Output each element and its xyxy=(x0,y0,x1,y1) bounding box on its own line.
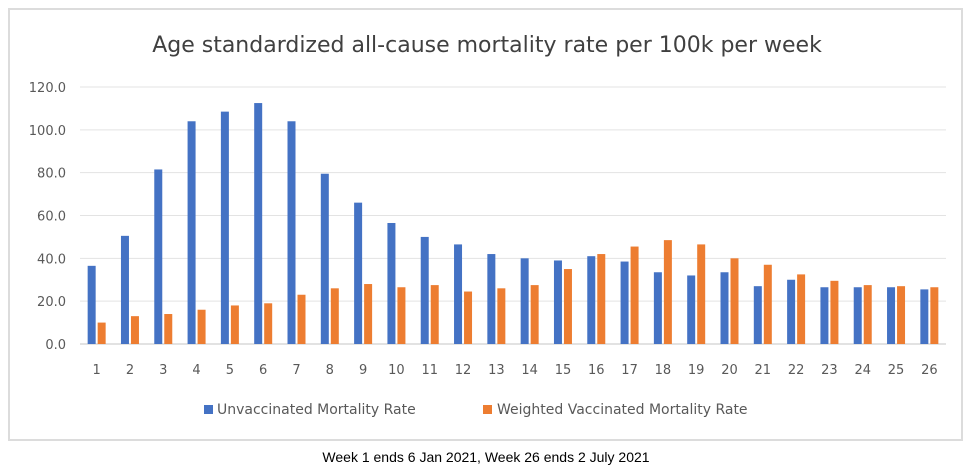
chart-title: Age standardized all-cause mortality rat… xyxy=(152,33,822,58)
bar-vaccinated xyxy=(330,288,339,344)
bar-unvaccinated xyxy=(454,244,463,344)
bar-vaccinated xyxy=(397,287,406,344)
bar-unvaccinated xyxy=(154,169,163,344)
bar-unvaccinated xyxy=(620,261,629,344)
x-tick-label: 24 xyxy=(854,363,871,378)
x-tick-label: 7 xyxy=(292,363,300,378)
legend-swatch-vaccinated xyxy=(483,405,492,414)
x-tick-label: 14 xyxy=(521,363,538,378)
x-tick-label: 18 xyxy=(655,363,672,378)
x-axis-ticks: 1 2 3 4 5 6 7 8 9 10 11 12 13 14 15 16 17 18 19 20 21 22 23 24 2… xyxy=(93,363,938,378)
x-tick-label: 26 xyxy=(921,363,938,378)
y-tick-label: 120.0 xyxy=(29,81,66,96)
bar-vaccinated xyxy=(663,240,672,344)
bar-unvaccinated xyxy=(387,222,396,344)
x-tick-label: 3 xyxy=(159,363,167,378)
chart-caption: Week 1 ends 6 Jan 2021, Week 26 ends 2 J… xyxy=(322,449,650,465)
bar-unvaccinated xyxy=(887,287,896,344)
bar-vaccinated xyxy=(97,322,106,344)
bars xyxy=(87,103,939,345)
bar-unvaccinated xyxy=(220,111,229,344)
bar-unvaccinated xyxy=(653,272,662,344)
bar-vaccinated xyxy=(230,305,239,344)
y-tick-label: 80.0 xyxy=(37,167,66,182)
bar-unvaccinated xyxy=(520,258,529,344)
x-tick-label: 12 xyxy=(455,363,472,378)
bar-vaccinated xyxy=(297,294,306,344)
bar-vaccinated xyxy=(164,314,173,344)
bar-unvaccinated xyxy=(753,286,762,344)
bar-vaccinated xyxy=(264,303,273,344)
bar-unvaccinated xyxy=(587,256,596,344)
x-tick-label: 21 xyxy=(755,363,772,378)
bar-vaccinated xyxy=(930,287,939,344)
bar-vaccinated xyxy=(430,285,439,344)
bar-vaccinated xyxy=(597,254,606,344)
bar-unvaccinated xyxy=(687,275,696,344)
legend-label-vaccinated: Weighted Vaccinated Mortality Rate xyxy=(497,402,748,418)
x-tick-label: 23 xyxy=(821,363,838,378)
bar-vaccinated xyxy=(830,280,839,344)
bar-vaccinated xyxy=(763,264,772,344)
x-tick-label: 11 xyxy=(421,363,438,378)
bar-vaccinated xyxy=(497,288,506,344)
bar-vaccinated xyxy=(863,285,872,344)
x-tick-label: 16 xyxy=(588,363,605,378)
y-tick-label: 0.0 xyxy=(45,338,66,353)
x-tick-label: 25 xyxy=(888,363,905,378)
bar-vaccinated xyxy=(563,269,572,344)
x-tick-label: 10 xyxy=(388,363,405,378)
bar-unvaccinated xyxy=(254,103,263,344)
x-tick-label: 13 xyxy=(488,363,505,378)
bar-vaccinated xyxy=(530,285,539,344)
y-tick-label: 20.0 xyxy=(37,295,66,310)
bar-unvaccinated xyxy=(420,236,429,344)
gridlines xyxy=(80,86,946,345)
bar-vaccinated xyxy=(364,284,373,344)
bar-unvaccinated xyxy=(853,287,862,344)
bar-unvaccinated xyxy=(553,260,562,344)
x-tick-label: 4 xyxy=(192,363,200,378)
y-axis-ticks: 0.0 20.0 40.0 60.0 80.0 100.0 120.0 xyxy=(29,81,66,353)
x-tick-label: 17 xyxy=(621,363,638,378)
y-tick-label: 40.0 xyxy=(37,252,66,267)
x-tick-label: 8 xyxy=(326,363,334,378)
bar-unvaccinated xyxy=(720,272,729,344)
legend-label-unvaccinated: Unvaccinated Mortality Rate xyxy=(217,402,416,418)
bar-unvaccinated xyxy=(820,287,829,344)
bar-unvaccinated xyxy=(320,173,329,344)
x-tick-label: 20 xyxy=(721,363,738,378)
chart-frame xyxy=(8,8,963,441)
bar-chart: Age standardized all-cause mortality rat… xyxy=(29,33,946,418)
bar-unvaccinated xyxy=(87,265,96,344)
x-tick-label: 9 xyxy=(359,363,367,378)
bar-vaccinated xyxy=(130,316,139,344)
bar-vaccinated xyxy=(697,244,706,344)
y-tick-label: 100.0 xyxy=(29,124,66,139)
legend-swatch-unvaccinated xyxy=(204,405,213,414)
bar-vaccinated xyxy=(197,309,206,344)
x-tick-label: 2 xyxy=(126,363,134,378)
x-tick-label: 22 xyxy=(788,363,805,378)
bar-unvaccinated xyxy=(187,121,196,345)
bar-vaccinated xyxy=(464,291,473,344)
bar-unvaccinated xyxy=(120,235,129,344)
bar-unvaccinated xyxy=(354,202,363,344)
bar-vaccinated xyxy=(897,286,906,344)
x-tick-label: 5 xyxy=(226,363,234,378)
x-tick-label: 6 xyxy=(259,363,267,378)
y-tick-label: 60.0 xyxy=(37,210,66,225)
x-tick-label: 1 xyxy=(93,363,101,378)
legend: Unvaccinated Mortality Rate Weighted Vac… xyxy=(204,402,748,418)
bar-unvaccinated xyxy=(487,254,496,344)
x-tick-label: 19 xyxy=(688,363,705,378)
x-tick-label: 15 xyxy=(555,363,572,378)
bar-unvaccinated xyxy=(787,279,796,344)
bar-unvaccinated xyxy=(920,289,929,344)
bar-vaccinated xyxy=(730,258,739,344)
bar-vaccinated xyxy=(630,246,639,344)
bar-vaccinated xyxy=(797,274,806,344)
bar-unvaccinated xyxy=(287,121,296,345)
